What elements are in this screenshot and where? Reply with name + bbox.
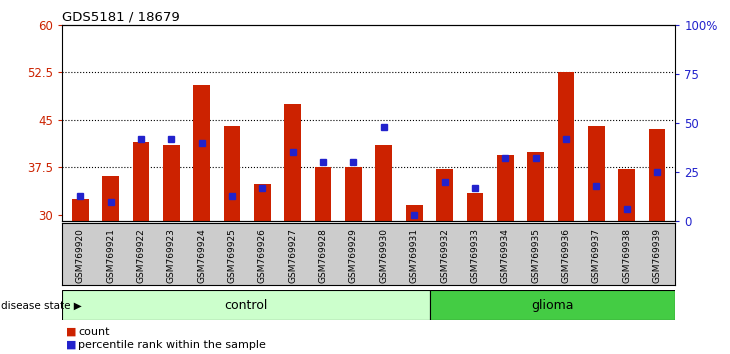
Text: GDS5181 / 18679: GDS5181 / 18679: [62, 11, 180, 24]
Text: GSM769929: GSM769929: [349, 228, 358, 283]
Bar: [497, 155, 514, 221]
Bar: [133, 142, 150, 221]
Text: GSM769926: GSM769926: [258, 228, 267, 283]
Bar: [618, 169, 635, 221]
Text: GSM769927: GSM769927: [288, 228, 297, 283]
Bar: [102, 176, 119, 221]
Bar: [315, 167, 331, 221]
Bar: [62, 290, 430, 320]
Text: GSM769938: GSM769938: [622, 228, 631, 283]
Text: GSM769936: GSM769936: [561, 228, 570, 283]
Bar: [466, 193, 483, 221]
Text: GSM769932: GSM769932: [440, 228, 449, 283]
Bar: [72, 199, 88, 221]
Text: GSM769923: GSM769923: [167, 228, 176, 283]
Text: ■: ■: [66, 340, 76, 350]
Text: GSM769922: GSM769922: [137, 228, 145, 283]
Text: count: count: [78, 327, 110, 337]
Text: GSM769934: GSM769934: [501, 228, 510, 283]
Text: GSM769937: GSM769937: [592, 228, 601, 283]
Bar: [375, 145, 392, 221]
Bar: [437, 169, 453, 221]
Bar: [223, 126, 240, 221]
Text: GSM769939: GSM769939: [653, 228, 661, 283]
Text: GSM769924: GSM769924: [197, 228, 206, 283]
Text: ■: ■: [66, 327, 76, 337]
Text: disease state ▶: disease state ▶: [1, 300, 82, 310]
Text: glioma: glioma: [531, 299, 574, 312]
Bar: [345, 167, 362, 221]
Text: GSM769921: GSM769921: [106, 228, 115, 283]
Text: GSM769925: GSM769925: [228, 228, 237, 283]
Bar: [588, 126, 604, 221]
Bar: [406, 205, 423, 221]
Bar: [430, 290, 675, 320]
Text: control: control: [224, 299, 268, 312]
Bar: [163, 145, 180, 221]
Text: percentile rank within the sample: percentile rank within the sample: [78, 340, 266, 350]
Bar: [527, 152, 544, 221]
Text: GSM769920: GSM769920: [76, 228, 85, 283]
Text: GSM769930: GSM769930: [380, 228, 388, 283]
Bar: [285, 104, 301, 221]
Text: GSM769931: GSM769931: [410, 228, 419, 283]
Bar: [254, 184, 271, 221]
Text: GSM769928: GSM769928: [318, 228, 328, 283]
Bar: [558, 72, 575, 221]
Text: GSM769935: GSM769935: [531, 228, 540, 283]
Bar: [193, 85, 210, 221]
Bar: [649, 129, 665, 221]
Text: GSM769933: GSM769933: [470, 228, 480, 283]
